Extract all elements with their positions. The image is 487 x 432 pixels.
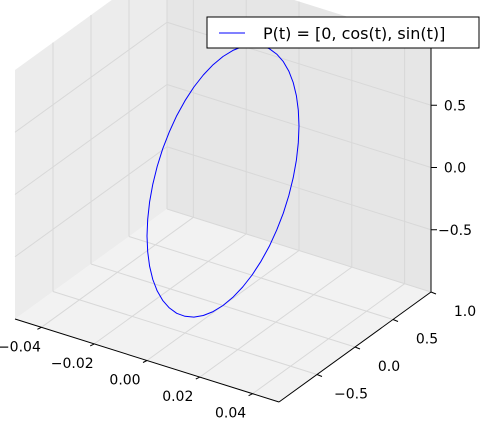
y-tick-mark-3 <box>430 291 437 295</box>
grid-line-z-left-0 <box>14 146 168 258</box>
grid-line-z-left-2 <box>14 21 168 133</box>
grid-line-z-left-1 <box>14 84 168 195</box>
grid-line-y-floor-2 <box>128 236 394 320</box>
legend-label: P(t) = [0, cos(t), sin(t)] <box>263 24 445 43</box>
x-tick-label-1: −0.02 <box>51 356 94 372</box>
y-tick-mark-1 <box>354 346 361 350</box>
x-tick-label-4: 0.04 <box>215 406 246 422</box>
grid-line-y-floor-0 <box>52 291 318 375</box>
z-tick-label-2: 0.5 <box>444 98 466 114</box>
z-tick-label-0: −0.5 <box>438 223 472 239</box>
x-tick-label-0: −0.04 <box>0 339 41 355</box>
y-tick-label-1: 0.0 <box>378 359 400 375</box>
y-tick-label-3: 1.0 <box>454 304 476 320</box>
grid-lines <box>14 0 432 395</box>
axis-lines <box>14 43 437 403</box>
grid-line-z-back-0 <box>166 146 432 231</box>
x-tick-mark-2 <box>142 360 148 363</box>
legend: P(t) = [0, cos(t), sin(t)] <box>206 16 480 49</box>
x-tick-mark-4 <box>248 393 253 397</box>
y-tick-mark-2 <box>392 319 399 322</box>
x-tick-label-3: 0.02 <box>162 389 193 405</box>
x-tick-mark-0 <box>37 326 42 330</box>
y-tick-mark-0 <box>316 374 323 377</box>
y-tick-label-0: −0.5 <box>334 387 368 403</box>
tick-labels: −0.04 −0.02 0.00 0.02 0.04 −0.5 0.0 0.5 1.0 −0.5 0… <box>0 98 476 421</box>
y-tick-label-2: 0.5 <box>416 332 438 348</box>
z-tick-label-1: 0.0 <box>444 161 466 177</box>
x-tick-mark-1 <box>89 343 95 347</box>
legend-box <box>206 16 480 49</box>
axis-panes <box>15 0 431 402</box>
grid-line-y-floor-3 <box>166 208 432 293</box>
x-tick-label-2: 0.00 <box>109 373 140 389</box>
x-tick-mark-3 <box>195 376 201 380</box>
